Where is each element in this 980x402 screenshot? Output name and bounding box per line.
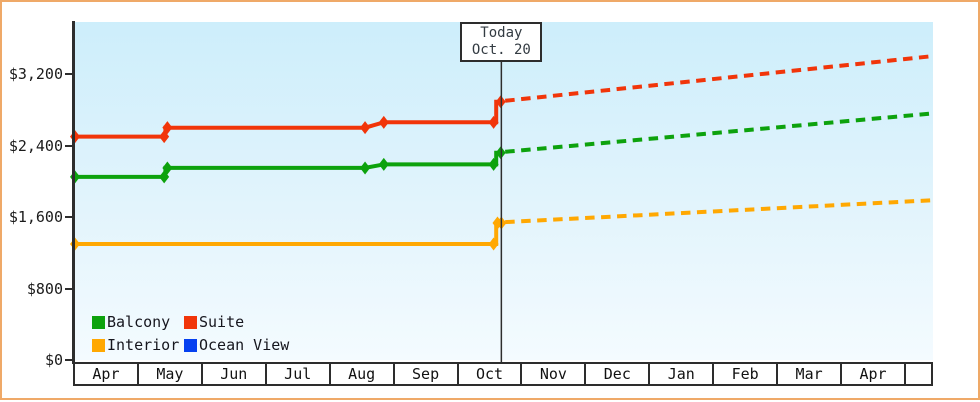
month-label: Jan: [667, 365, 695, 383]
month-label: Jul: [284, 365, 312, 383]
legend-label: Ocean View: [199, 336, 290, 354]
legend-item-balcony: Balcony: [92, 313, 184, 331]
month-cell-apr: Apr: [842, 364, 906, 384]
interior-projection-line: [505, 198, 934, 225]
month-cell-oct: Oct: [459, 364, 523, 384]
legend: Balcony Suite Interior Ocean View: [92, 313, 289, 354]
month-cell-mar: Mar: [778, 364, 843, 384]
month-cell-jan: Jan: [650, 364, 715, 384]
y-tick-label: $2,400: [8, 136, 63, 155]
legend-item-interior: Interior: [92, 336, 184, 354]
x-axis-month-row: Apr May Jun Jul Aug Sep Oct Nov Dec Jan Feb Mar Apr: [73, 362, 933, 386]
y-tick-mark: [65, 216, 72, 219]
legend-label: Interior: [107, 336, 180, 354]
legend-label: Suite: [199, 313, 245, 331]
month-cell-dec: Dec: [586, 364, 651, 384]
y-tick-mark: [65, 287, 72, 290]
balcony-data-point: [162, 161, 173, 175]
y-axis-line: [72, 21, 75, 364]
month-label: Nov: [539, 365, 567, 383]
legend-label: Balcony: [107, 313, 171, 331]
month-label: May: [156, 365, 184, 383]
legend-swatch-icon: [92, 315, 105, 329]
today-annotation-box: Today Oct. 20: [460, 22, 543, 62]
y-tick-label: $0: [44, 351, 63, 370]
balcony-projection-line: [505, 111, 934, 154]
balcony-data-point: [159, 170, 170, 184]
legend-item-ocean-view: Ocean View: [184, 336, 289, 354]
month-label: Jun: [220, 365, 248, 383]
legend-item-suite: Suite: [184, 313, 289, 331]
balcony-price-line: [75, 150, 502, 179]
y-tick-mark: [65, 144, 72, 147]
y-tick-label: $800: [26, 279, 63, 298]
month-cell-feb: Feb: [714, 364, 779, 384]
month-label: Apr: [92, 365, 120, 383]
suite-data-point: [378, 115, 389, 129]
today-label: Today: [480, 25, 523, 41]
y-tick-label: $1,600: [8, 208, 63, 227]
balcony-data-point: [488, 157, 499, 171]
legend-swatch-icon: [184, 315, 197, 329]
month-cell-aug: Aug: [331, 364, 395, 384]
interior-data-point: [488, 237, 499, 251]
month-label: Aug: [348, 365, 376, 383]
today-date: Oct. 20: [471, 42, 531, 58]
interior-price-line: [75, 221, 502, 246]
month-label: Apr: [859, 365, 887, 383]
y-tick-label: $3,200: [8, 65, 63, 83]
suite-price-line: [75, 99, 502, 139]
month-label: Mar: [795, 365, 823, 383]
month-cell-may: May: [139, 364, 203, 384]
month-cell-jul: Jul: [267, 364, 331, 384]
month-cell-nov: Nov: [522, 364, 587, 384]
balcony-data-point: [360, 161, 371, 175]
month-cell-apr: Apr: [75, 364, 139, 384]
month-label: Dec: [603, 365, 631, 383]
month-cell-stub: [906, 364, 931, 384]
y-tick-mark: [65, 359, 72, 362]
suite-data-point: [162, 121, 173, 135]
suite-data-point: [159, 130, 170, 144]
month-label: Feb: [731, 365, 759, 383]
legend-swatch-icon: [92, 338, 105, 352]
suite-projection-line: [504, 54, 934, 103]
suite-data-point: [360, 121, 371, 135]
balcony-data-point: [378, 157, 389, 171]
y-tick-mark: [65, 73, 72, 75]
legend-swatch-icon: [184, 338, 197, 352]
plot-area: [75, 22, 933, 360]
month-cell-sep: Sep: [395, 364, 459, 384]
suite-data-point: [488, 115, 499, 129]
month-label: Sep: [412, 365, 440, 383]
month-cell-jun: Jun: [203, 364, 267, 384]
month-label: Oct: [475, 365, 504, 383]
